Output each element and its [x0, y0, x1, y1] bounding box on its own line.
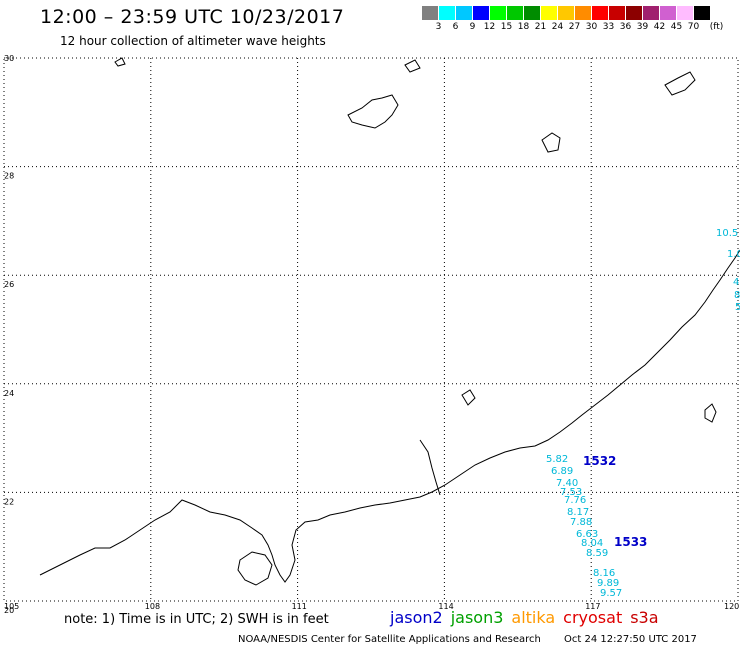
colorbar-label: 27: [568, 22, 581, 32]
wave-height-label: 7.53: [560, 487, 582, 498]
colorbar-swatch: [643, 6, 660, 20]
legend-item-cryosat: cryosat: [563, 608, 623, 627]
lon-tick-label: 108: [145, 602, 160, 611]
colorbar-label: 3: [435, 22, 442, 32]
colorbar-swatch: [524, 6, 541, 20]
lat-tick-label: 24: [4, 389, 14, 398]
colorbar-label: (ft): [709, 22, 724, 32]
wave-height-label: 8.04: [581, 538, 603, 549]
wave-height-label: 7.88: [570, 517, 592, 528]
wave-height-label: 1.0: [727, 249, 740, 260]
colorbar-label: 6: [452, 22, 459, 32]
wave-height-label: 8.59: [586, 548, 608, 559]
colorbar-label: 9: [469, 22, 476, 32]
colorbar-label: 45: [670, 22, 683, 32]
map-subtitle: 12 hour collection of altimeter wave hei…: [60, 34, 326, 48]
lon-tick-label: 117: [585, 602, 600, 611]
colorbar-swatch: [592, 6, 609, 20]
colorbar-swatch: [439, 6, 456, 20]
wave-height-label: 10.5: [716, 228, 738, 239]
colorbar-label: 15: [500, 22, 513, 32]
colorbar-swatch: [677, 6, 694, 20]
colorbar-swatch: [422, 6, 439, 20]
credit-text: NOAA/NESDIS Center for Satellite Applica…: [238, 634, 541, 645]
legend-item-jason3: jason3: [450, 608, 504, 627]
lat-tick-label: 28: [4, 172, 14, 181]
lon-tick-label: 120: [724, 602, 739, 611]
colorbar-swatch: [473, 6, 490, 20]
footer-note: note: 1) Time is in UTC; 2) SWH is in fe…: [64, 612, 329, 627]
colorbar-swatch: [507, 6, 524, 20]
estuary-pearl-river: [419, 439, 441, 496]
colorbar-label: 18: [517, 22, 530, 32]
colorbar-swatch: [490, 6, 507, 20]
colorbar-label: 30: [585, 22, 598, 32]
colorbar-label: 12: [483, 22, 496, 32]
colorbar-swatch: [660, 6, 677, 20]
colorbar-swatch: [694, 6, 711, 20]
colorbar-label: 42: [653, 22, 666, 32]
wave-height-label: 8.16: [593, 568, 615, 579]
coastline: [39, 57, 740, 586]
wave-height-label: 4: [733, 277, 739, 288]
pass-number: 1532: [583, 454, 616, 468]
colorbar-swatch: [558, 6, 575, 20]
lat-tick-label: 26: [4, 280, 14, 289]
colorbar-swatch: [626, 6, 643, 20]
colorbar-label: 24: [551, 22, 564, 32]
lake-north-4: [404, 59, 421, 73]
wave-height-label: 6.89: [551, 466, 573, 477]
legend-item-altika: altika: [511, 608, 556, 627]
pass-number: 1533: [614, 535, 647, 549]
generated-timestamp: Oct 24 12:27:50 UTC 2017: [564, 634, 697, 645]
colorbar-label: 21: [534, 22, 547, 32]
lake-north-2: [541, 132, 561, 153]
wave-height-label: 6.63: [576, 529, 598, 540]
lon-tick-label: 105: [4, 602, 19, 611]
map-title: 12:00 – 23:59 UTC 10/23/2017: [40, 6, 345, 28]
satellite-track: 10.5 1.0 4 85 5.826.897.407.537.768.177.886.…: [546, 228, 740, 599]
lon-tick-label: 111: [292, 602, 307, 611]
colorbar-label: 33: [602, 22, 615, 32]
colorbar-labels: 3 6 9 12 15 18 21 24 27 30 33 36 39 42 45 70 (ft): [422, 22, 740, 34]
legend-item-jason2: jason2: [390, 608, 443, 627]
colorbar-swatch: [541, 6, 558, 20]
island-penghu: [461, 389, 476, 406]
mainland-coastline: [39, 249, 740, 583]
lake-north-1: [347, 94, 399, 129]
colorbar-swatch: [609, 6, 626, 20]
colorbar-label: 36: [619, 22, 632, 32]
wave-height-label: 9.57: [600, 588, 622, 599]
lon-tick-label: 114: [438, 602, 453, 611]
wave-height-label: 7.76: [564, 495, 586, 506]
wave-height-label: 5: [735, 302, 740, 313]
island-hainan: [237, 551, 273, 586]
wave-height-label: 7.40: [556, 478, 578, 489]
wave-height-label: 5.82: [546, 454, 568, 465]
colorbar-swatch: [575, 6, 592, 20]
satellite-legend: jason2 jason3 altika cryosat s3a: [390, 608, 667, 627]
lat-tick-label: 20: [4, 606, 14, 615]
lat-tick-label: 22: [4, 497, 14, 506]
lake-north-5: [114, 57, 126, 67]
lat-tick-label: 30: [4, 54, 14, 63]
colorbar-label: 70: [687, 22, 700, 32]
legend-item-s3a: s3a: [630, 608, 659, 627]
map-frame: [3, 57, 739, 602]
island-taiwan-fragment: [704, 403, 717, 423]
swh-colorbar: [422, 6, 711, 20]
colorbar-swatch: [456, 6, 473, 20]
colorbar-label: 39: [636, 22, 649, 32]
wave-height-label: 9.89: [597, 578, 619, 589]
wave-height-label: 8.17: [567, 507, 589, 518]
lake-north-3: [664, 71, 696, 96]
wave-height-label: 8: [734, 290, 740, 301]
